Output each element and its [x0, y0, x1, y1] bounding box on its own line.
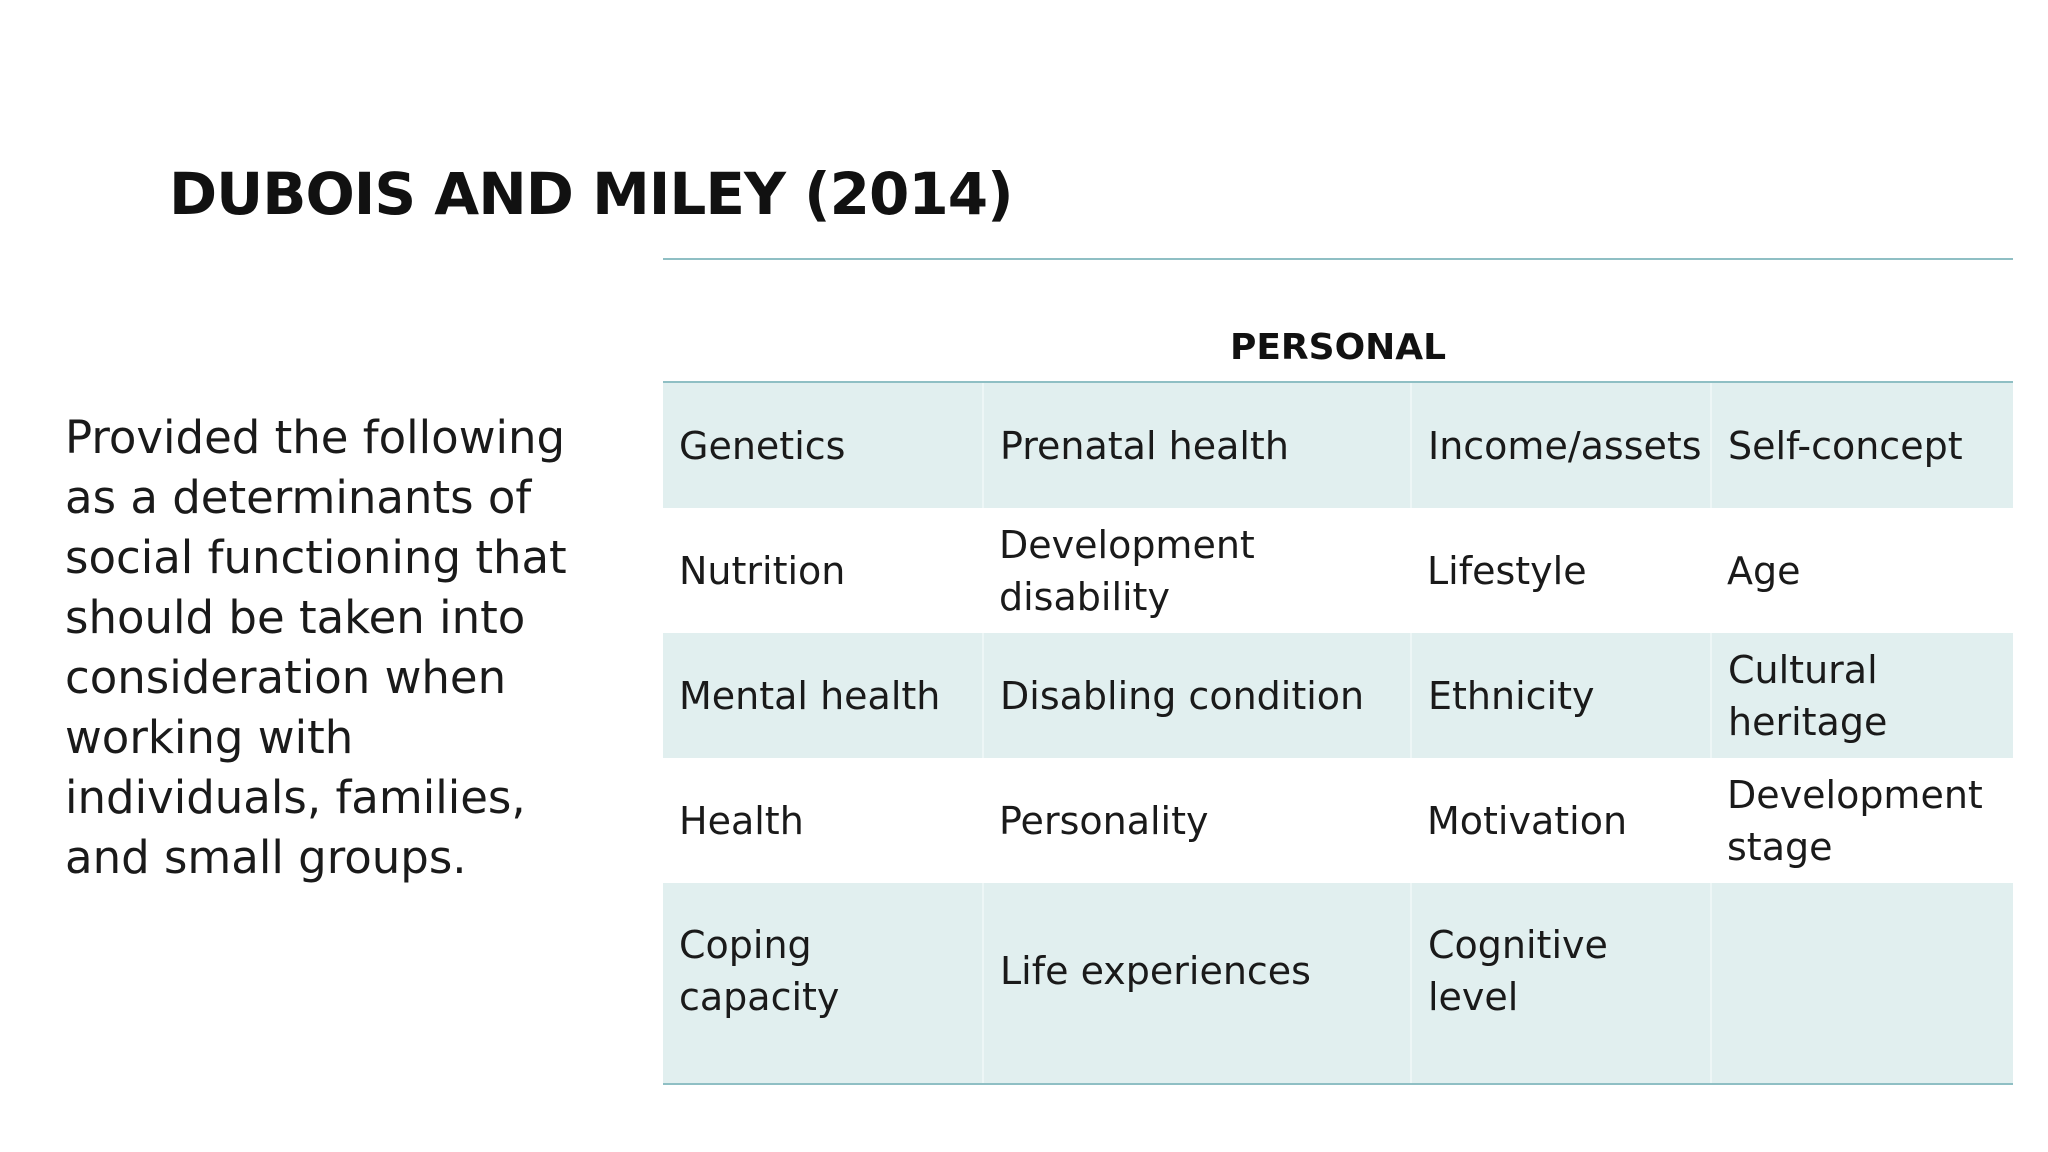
- table-cell: Genetics: [663, 382, 983, 508]
- table-top-rule: [663, 258, 2013, 260]
- table-row: Nutrition Development disability Lifesty…: [663, 508, 2013, 633]
- table-row: Coping capacity Life experiences Cogniti…: [663, 883, 2014, 1085]
- table-header-personal: PERSONAL: [663, 260, 2014, 383]
- slide-description: Provided the following as a determinants…: [65, 411, 567, 884]
- table-cell: Development stage: [1727, 772, 1983, 869]
- table-cell: Coping capacity: [663, 883, 983, 1085]
- table-row: Genetics Prenatal health Income/assets S…: [663, 382, 2014, 508]
- determinants-table-container: PERSONAL Genetics Prenatal health Income…: [663, 258, 2014, 1085]
- table-cell: Personality: [999, 798, 1209, 843]
- personal-determinants-table: PERSONAL Genetics Prenatal health Income…: [663, 260, 2014, 1085]
- table-cell: Life experiences: [982, 883, 1411, 1085]
- table-cell: Self-concept: [1709, 382, 2014, 508]
- table-cell: Prenatal health: [982, 382, 1411, 508]
- table-cell: Lifestyle: [1427, 548, 1587, 593]
- table-cell: Development disability: [999, 522, 1255, 619]
- table-cell: Age: [1727, 548, 1801, 593]
- table-cell-empty: [1709, 883, 2014, 1085]
- table-header-row: PERSONAL: [663, 260, 2014, 383]
- table-cell: Nutrition: [679, 548, 846, 593]
- table-cell: Cultural heritage: [1709, 633, 2014, 758]
- slide-title: DUBOIS AND MILEY (2014): [169, 160, 1014, 228]
- table-cell: Motivation: [1427, 798, 1628, 843]
- table-row: Mental health Disabling condition Ethnic…: [663, 633, 2014, 758]
- table-cell: Disabling condition: [982, 633, 1411, 758]
- table-cell: Health: [679, 798, 804, 843]
- table-cell: Ethnicity: [1410, 633, 1711, 758]
- table-cell: Income/assets: [1410, 382, 1711, 508]
- table-cell: Mental health: [663, 633, 983, 758]
- table-cell: Cognitive level: [1410, 883, 1711, 1085]
- table-row: Health Personality Motivation Developmen…: [663, 758, 2013, 883]
